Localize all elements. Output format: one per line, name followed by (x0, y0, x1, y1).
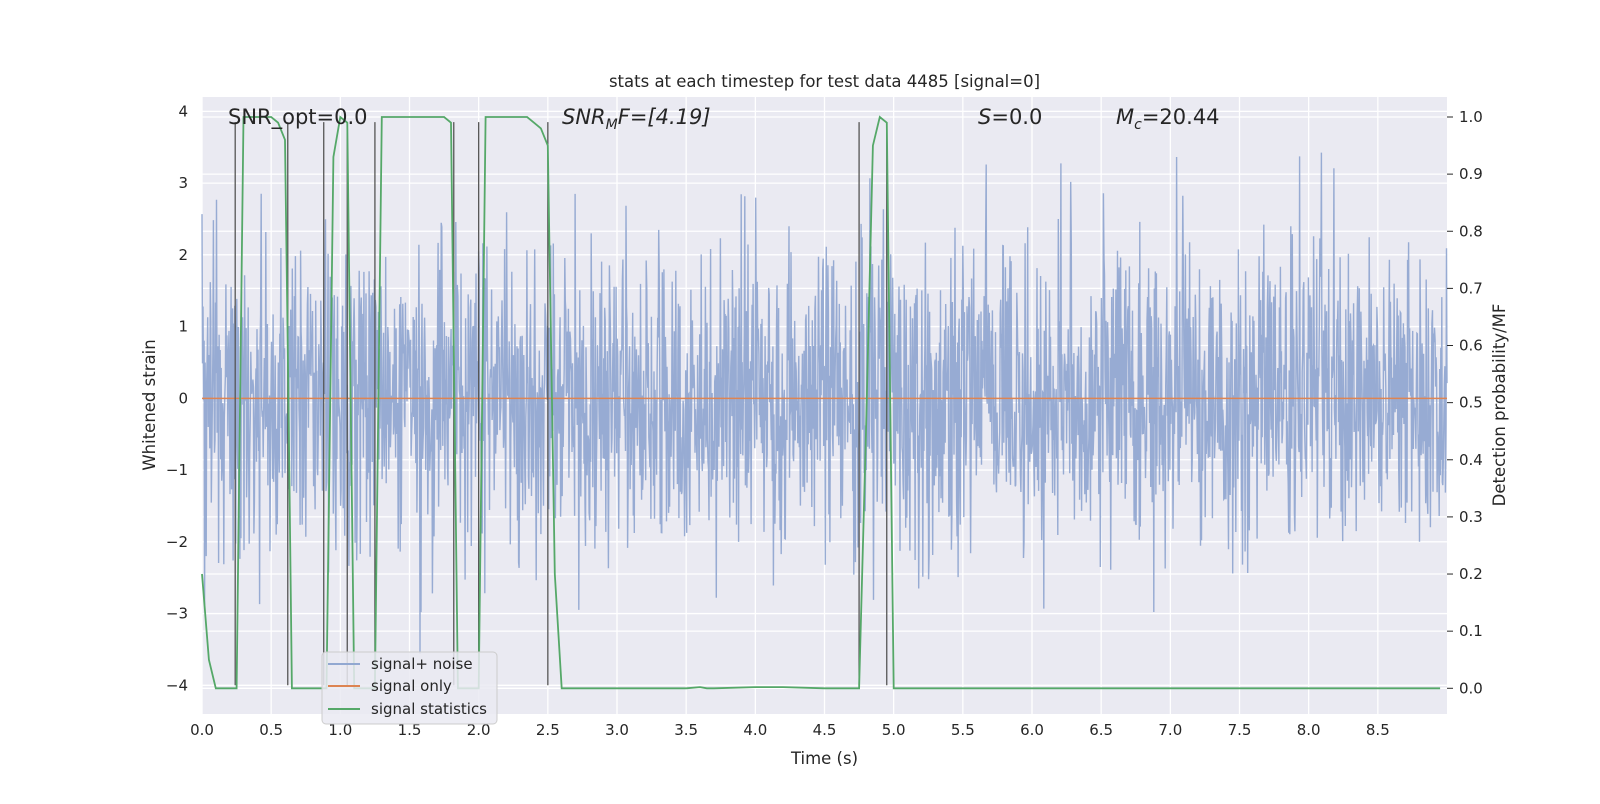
y-left-tick-label-7: −3 (166, 605, 188, 623)
x-tick-label-0: 0.0 (190, 721, 214, 739)
y-right-tick-label-5: 0.5 (1459, 394, 1483, 412)
snr-mf-sub: M (606, 117, 618, 133)
y-axis-label-right: Detection probability/MF (1490, 304, 1509, 507)
x-tick-label-6: 3.0 (605, 721, 629, 739)
x-axis-label: Time (s) (790, 749, 858, 768)
x-tick-label-3: 1.5 (398, 721, 422, 739)
y-right-tick-label-9: 0.1 (1459, 622, 1483, 640)
y-left-tick-label-6: −2 (166, 533, 188, 551)
x-tick-label-14: 7.0 (1158, 721, 1182, 739)
legend: signal+ noise signal only signal statist… (321, 651, 498, 725)
y-right-tick-label-2: 0.8 (1459, 222, 1483, 240)
snr-mf-base: SNR (562, 105, 606, 129)
x-tick-label-4: 2.0 (467, 721, 491, 739)
x-tick-label-10: 5.0 (882, 721, 906, 739)
y-right-tick-label-8: 0.2 (1459, 565, 1483, 583)
annotation-mc: Mc=20.44 (1116, 105, 1220, 133)
x-tick-label-5: 2.5 (536, 721, 560, 739)
y-right-tick-label-1: 0.9 (1459, 165, 1483, 183)
mc-base: M (1116, 105, 1134, 129)
y-right-tick-label-3: 0.7 (1459, 279, 1483, 297)
annotation-snr-mf: SNRMF=[4.19] (562, 105, 711, 133)
legend-label-noise: signal+ noise (371, 655, 473, 673)
annotation-s: S=0.0 (978, 105, 1042, 129)
s-label: S (978, 105, 991, 129)
y-right-tick-label-6: 0.4 (1459, 451, 1483, 469)
y-right-tick-label-4: 0.6 (1459, 337, 1483, 355)
y-left-tick-label-1: 3 (178, 174, 188, 192)
x-tick-label-9: 4.5 (813, 721, 837, 739)
signal-statistics-line (201, 115, 1441, 690)
x-tick-label-13: 6.5 (1089, 721, 1113, 739)
x-tick-label-8: 4.0 (743, 721, 767, 739)
y-left-tick-label-0: 4 (178, 102, 188, 120)
legend-box (321, 651, 498, 725)
snr-mf-f: F=[4.19] (618, 105, 711, 129)
x-tick-label-11: 5.5 (951, 721, 975, 739)
y-left-tick-label-5: −1 (166, 461, 188, 479)
mc-value: =20.44 (1142, 105, 1220, 129)
noise-line (201, 152, 1448, 654)
signal-noise-series (201, 152, 1448, 654)
y-right-tick-label-10: 0.0 (1459, 679, 1483, 697)
x-tick-label-2: 1.0 (328, 721, 352, 739)
y-left-tick-label-4: 0 (178, 389, 188, 407)
x-tick-label-12: 6.0 (1020, 721, 1044, 739)
y-left-tick-label-8: −4 (166, 676, 188, 694)
legend-label-signal: signal only (371, 677, 452, 695)
y-right-tick-label-0: 1.0 (1459, 108, 1483, 126)
annotation-snr-opt: SNR_opt=0.0 (228, 105, 368, 130)
x-tick-label-7: 3.5 (674, 721, 698, 739)
x-tick-label-1: 0.5 (259, 721, 283, 739)
signal-statistics-series (201, 115, 1441, 690)
chart-title: stats at each timestep for test data 448… (609, 72, 1040, 91)
legend-label-stats: signal statistics (371, 700, 487, 718)
mc-sub: c (1134, 117, 1142, 133)
y-right-tick-label-7: 0.3 (1459, 508, 1483, 526)
x-tick-label-16: 8.0 (1297, 721, 1321, 739)
x-tick-label-17: 8.5 (1366, 721, 1390, 739)
y-axis-label-left: Whitened strain (140, 339, 159, 470)
y-left-tick-label-2: 2 (178, 246, 188, 264)
tick-labels: 0.0 0.5 1.0 1.5 2.0 2.5 3.0 3.5 4.0 4.5 5.0 5.5 6.0 6… (166, 102, 1483, 739)
y-left-tick-label-3: 1 (178, 318, 188, 336)
s-value: =0.0 (991, 105, 1042, 129)
x-tick-label-15: 7.5 (1228, 721, 1252, 739)
